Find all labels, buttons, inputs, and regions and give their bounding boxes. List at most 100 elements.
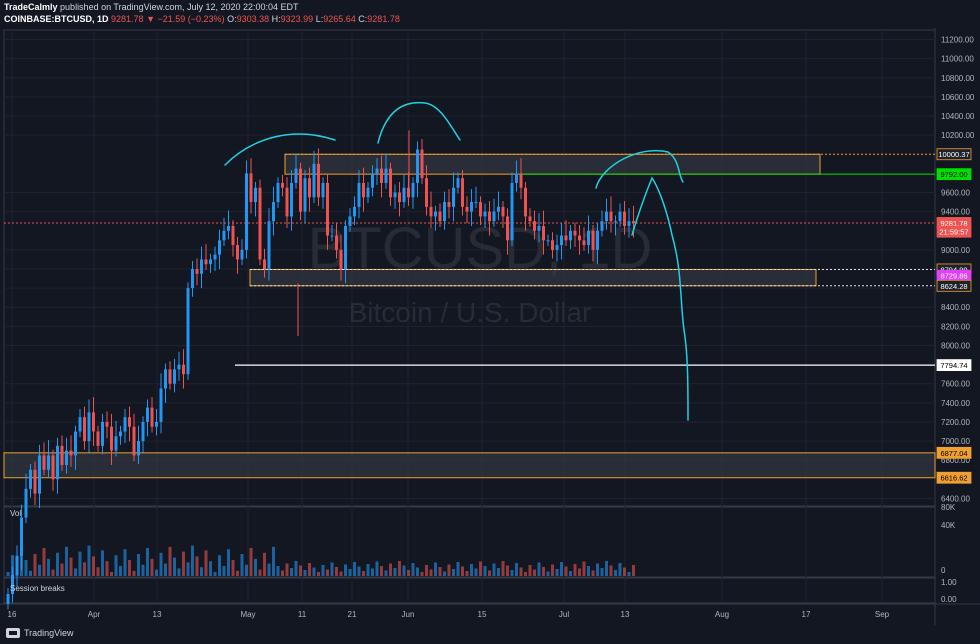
session-breaks-label: Session breaks bbox=[10, 584, 65, 593]
volume-bar bbox=[159, 552, 163, 576]
candle-body bbox=[420, 149, 424, 179]
candle-body bbox=[245, 173, 248, 250]
volume-bar bbox=[132, 570, 136, 576]
y-tick-label: 8400.00 bbox=[941, 303, 970, 312]
candle-body bbox=[168, 369, 172, 384]
volume-bar bbox=[51, 569, 55, 576]
volume-bar bbox=[353, 562, 356, 576]
volume-bar bbox=[551, 564, 554, 576]
y-tick-label: 6400.00 bbox=[941, 494, 970, 503]
candle-body bbox=[573, 230, 577, 236]
volume-bar bbox=[303, 570, 307, 576]
volume-bar bbox=[582, 561, 586, 576]
x-tick-label: 16 bbox=[8, 610, 17, 619]
x-tick-label: 11 bbox=[298, 610, 307, 619]
volume-bar bbox=[96, 567, 100, 576]
symbol-label[interactable]: COINBASE:BTCUSD, 1D bbox=[4, 14, 109, 24]
y-tick-label: 7400.00 bbox=[941, 399, 970, 408]
volume-bar bbox=[146, 548, 149, 576]
price-label: 6616.62 bbox=[940, 474, 967, 483]
candle-body bbox=[528, 216, 532, 222]
candle-body bbox=[564, 235, 568, 241]
x-tick-label: 13 bbox=[153, 610, 162, 619]
price-axis: 11200.00 11000.00 10800.00 10600.00 10400.00… bbox=[936, 36, 975, 604]
candle-body bbox=[551, 240, 554, 250]
tradingview-logo[interactable]: TradingView bbox=[6, 628, 74, 638]
candle-body bbox=[353, 206, 356, 217]
trend-drawings[interactable] bbox=[224, 101, 689, 421]
price-label-box bbox=[936, 359, 972, 372]
volume-bar bbox=[182, 551, 185, 576]
candle-body bbox=[47, 455, 50, 470]
candle-body bbox=[375, 168, 379, 174]
volume-bar bbox=[375, 561, 379, 576]
volume-bar bbox=[56, 552, 59, 576]
volume-bar bbox=[429, 569, 433, 576]
candle-body bbox=[303, 178, 307, 212]
volume-bar bbox=[479, 561, 482, 576]
candle-body bbox=[456, 178, 460, 188]
volume-bar bbox=[614, 570, 617, 576]
volume-bar bbox=[362, 571, 365, 576]
price-label: 6877.04 bbox=[940, 449, 967, 458]
high-key: H: bbox=[271, 14, 281, 24]
volume-bar bbox=[141, 564, 145, 576]
candle-body bbox=[20, 517, 23, 556]
y-tick-label: 10400.00 bbox=[941, 112, 975, 121]
price-label: 9281.78 bbox=[940, 219, 967, 228]
candle-body bbox=[371, 173, 374, 188]
x-tick-label: Jul bbox=[559, 610, 569, 619]
volume-bar bbox=[348, 569, 352, 576]
candle-body bbox=[155, 421, 158, 427]
volume-bar bbox=[488, 570, 491, 576]
volume-bar bbox=[276, 566, 280, 576]
volume-bar bbox=[213, 572, 217, 576]
candle-body bbox=[123, 417, 127, 432]
candle-body bbox=[110, 426, 113, 451]
candle-body bbox=[195, 269, 199, 274]
candle-body bbox=[542, 225, 545, 241]
candle-body bbox=[308, 178, 311, 198]
y-tick-label: 9400.00 bbox=[941, 208, 970, 217]
candle-body bbox=[38, 455, 41, 494]
volume-bar bbox=[600, 568, 604, 576]
volume-bar bbox=[227, 549, 230, 576]
candle-body bbox=[546, 240, 550, 242]
volume-bar bbox=[402, 565, 406, 576]
candle-body bbox=[317, 163, 320, 198]
candle-body bbox=[578, 235, 581, 241]
volume-bar bbox=[564, 566, 568, 576]
open-key: O: bbox=[227, 14, 237, 24]
candle-body bbox=[614, 221, 617, 223]
volume-bar bbox=[164, 563, 167, 576]
candle-body bbox=[236, 245, 239, 260]
y-tick-label: 7000.00 bbox=[941, 437, 970, 446]
support-resistance-zones[interactable] bbox=[3, 153, 936, 479]
candle-body bbox=[326, 182, 329, 236]
volume-bar bbox=[69, 557, 73, 576]
price-label: 8729.86 bbox=[940, 272, 967, 281]
volume-bar bbox=[11, 555, 14, 576]
volume-bar bbox=[573, 564, 577, 576]
support-zone bbox=[249, 268, 817, 287]
volume-bar bbox=[272, 546, 275, 576]
candle-body bbox=[600, 221, 604, 231]
x-tick-label: Aug bbox=[715, 610, 729, 619]
candle-body bbox=[510, 182, 514, 241]
x-tick-label: 15 bbox=[478, 610, 487, 619]
y-tick-label: 8200.00 bbox=[941, 322, 970, 331]
candle-body bbox=[623, 211, 626, 226]
author-name[interactable]: TradeCalmly bbox=[4, 2, 58, 12]
x-tick-label: Jun bbox=[402, 610, 415, 619]
candle-body bbox=[182, 364, 185, 375]
chart-header: TradeCalmly published on TradingView.com… bbox=[0, 0, 980, 28]
time-axis: 16 Apr 13 May 11 21 Jun 15 Jul 13 Aug 17 Sep bbox=[8, 610, 890, 619]
publish-info: TradeCalmly published on TradingView.com… bbox=[4, 2, 299, 12]
candle-body bbox=[204, 259, 208, 265]
candle-body bbox=[6, 594, 10, 604]
volume-bar bbox=[15, 566, 19, 576]
volume-bar bbox=[119, 566, 122, 576]
candle-body bbox=[506, 216, 509, 241]
candle-body bbox=[591, 230, 595, 250]
